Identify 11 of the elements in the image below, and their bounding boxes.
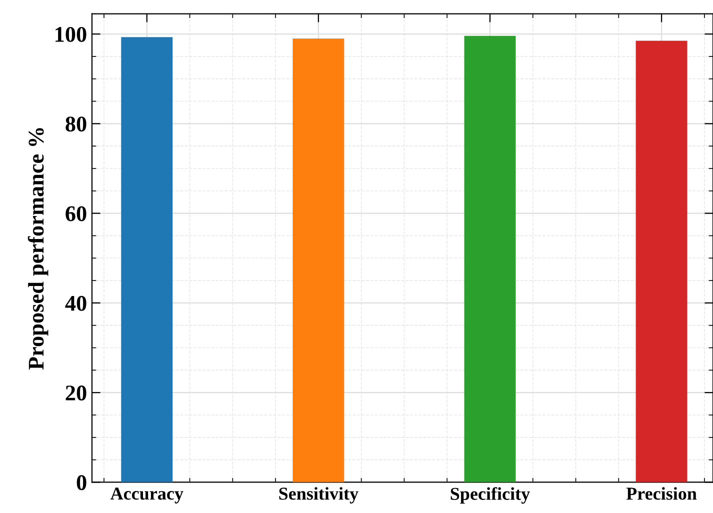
y-tick-label: 100 [56,26,86,42]
x-tick-label: Precision [626,487,697,500]
y-tick-label: 0 [76,475,86,490]
y-tick-label: 80 [66,116,86,132]
y-axis-title: Proposed performance % [28,128,48,370]
y-tick-label: 20 [66,386,86,401]
x-tick-label: Specificity [450,487,530,504]
y-tick-label: 40 [65,296,86,311]
y-tick-label: 60 [66,206,86,222]
x-tick-label: Sensitivity [279,487,358,504]
x-tick-label: Accuracy [110,488,184,504]
